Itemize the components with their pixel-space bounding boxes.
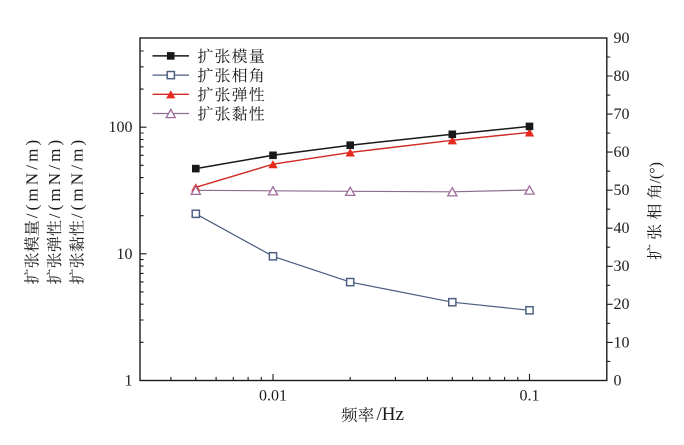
svg-text:0: 0 [614, 372, 622, 389]
svg-text:1: 1 [125, 372, 133, 389]
svg-text:10: 10 [614, 334, 630, 351]
svg-text:/Hz: /Hz [377, 404, 404, 425]
svg-text:10: 10 [117, 246, 133, 263]
svg-text:0.1: 0.1 [520, 388, 540, 405]
svg-text:70: 70 [614, 106, 630, 123]
svg-text:60: 60 [614, 144, 630, 161]
svg-text:100: 100 [109, 119, 133, 136]
svg-text:/(mN/m): /(mN/m) [45, 140, 64, 219]
svg-text:30: 30 [614, 258, 630, 275]
svg-text:50: 50 [614, 182, 630, 199]
svg-text:90: 90 [614, 30, 630, 47]
svg-text:/(°): /(°) [647, 162, 664, 184]
svg-text:0.01: 0.01 [259, 388, 287, 405]
svg-text:80: 80 [614, 68, 630, 85]
svg-text:40: 40 [614, 220, 630, 237]
svg-text:20: 20 [614, 296, 630, 313]
svg-text:/(mN/m): /(mN/m) [68, 140, 87, 219]
svg-text:/(mN/m): /(mN/m) [23, 140, 42, 219]
